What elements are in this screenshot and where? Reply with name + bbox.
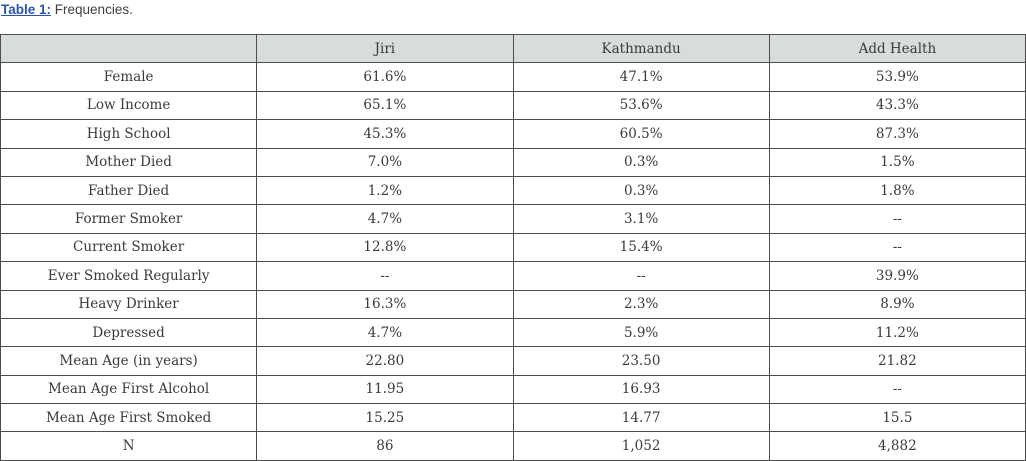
value-cell: 86: [256, 431, 514, 461]
header-cell-add-health: Add Health: [768, 33, 1026, 64]
table-row: Depressed 4.7% 5.9% 11.2%: [0, 317, 1026, 348]
table-row: High School 45.3% 60.5% 87.3%: [0, 119, 1026, 149]
row-label: Father Died: [0, 175, 258, 206]
row-label: N: [0, 431, 258, 461]
row-label: Low Income: [0, 90, 258, 121]
table-row: N 86 1,052 4,882: [0, 431, 1026, 461]
table-caption-text: Frequencies.: [54, 2, 133, 17]
value-cell: 1.8%: [768, 175, 1026, 206]
table-row: Mean Age First Alcohol 11.95 16.93 --: [0, 374, 1026, 405]
value-cell: 11.95: [256, 374, 514, 405]
row-label: Female: [0, 62, 258, 92]
value-cell: 21.82: [768, 346, 1026, 376]
value-cell: 53.9%: [768, 62, 1026, 92]
value-cell: --: [768, 204, 1026, 234]
value-cell: --: [768, 374, 1026, 405]
value-cell: 47.1%: [512, 62, 770, 92]
header-cell-kathmandu: Kathmandu: [512, 33, 770, 64]
value-cell: 87.3%: [768, 119, 1026, 149]
value-cell: 1.2%: [256, 175, 514, 206]
value-cell: --: [512, 261, 770, 291]
table-row: Ever Smoked Regularly -- -- 39.9%: [0, 261, 1026, 291]
value-cell: 65.1%: [256, 90, 514, 121]
value-cell: 16.93: [512, 374, 770, 405]
value-cell: 0.3%: [512, 175, 770, 206]
value-cell: 12.8%: [256, 232, 514, 263]
value-cell: 7.0%: [256, 147, 514, 177]
table-row: Former Smoker 4.7% 3.1% --: [0, 204, 1026, 234]
table-row: Mean Age (in years) 22.80 23.50 21.82: [0, 346, 1026, 376]
value-cell: 45.3%: [256, 119, 514, 149]
table-row: Father Died 1.2% 0.3% 1.8%: [0, 175, 1026, 206]
value-cell: 22.80: [256, 346, 514, 376]
value-cell: 3.1%: [512, 204, 770, 234]
table-caption: Table 1: Frequencies.: [0, 0, 1026, 18]
value-cell: 15.5: [768, 403, 1026, 433]
header-cell-blank: [0, 33, 258, 64]
row-label: Heavy Drinker: [0, 289, 258, 319]
row-label: Depressed: [0, 317, 258, 348]
value-cell: 15.4%: [512, 232, 770, 263]
table-row: Mother Died 7.0% 0.3% 1.5%: [0, 147, 1026, 177]
value-cell: --: [256, 261, 514, 291]
value-cell: 53.6%: [512, 90, 770, 121]
value-cell: 2.3%: [512, 289, 770, 319]
value-cell: 39.9%: [768, 261, 1026, 291]
table-row: Low Income 65.1% 53.6% 43.3%: [0, 90, 1026, 121]
value-cell: 16.3%: [256, 289, 514, 319]
value-cell: 1,052: [512, 431, 770, 461]
value-cell: 14.77: [512, 403, 770, 433]
value-cell: 0.3%: [512, 147, 770, 177]
value-cell: --: [768, 232, 1026, 263]
value-cell: 43.3%: [768, 90, 1026, 121]
value-cell: 15.25: [256, 403, 514, 433]
table-row: Heavy Drinker 16.3% 2.3% 8.9%: [0, 289, 1026, 319]
value-cell: 4.7%: [256, 317, 514, 348]
value-cell: 61.6%: [256, 62, 514, 92]
frequencies-table: Jiri Kathmandu Add Health Female 61.6% 47.…: [0, 33, 1026, 461]
value-cell: 1.5%: [768, 147, 1026, 177]
value-cell: 23.50: [512, 346, 770, 376]
row-label: Former Smoker: [0, 204, 258, 234]
value-cell: 4.7%: [256, 204, 514, 234]
table-row: Current Smoker 12.8% 15.4% --: [0, 232, 1026, 263]
row-label: Mean Age (in years): [0, 346, 258, 376]
table-body: Female 61.6% 47.1% 53.9% Low Income 65.1% 53.6…: [0, 62, 1026, 461]
header-row: Jiri Kathmandu Add Health: [0, 33, 1026, 64]
row-label: Mean Age First Smoked: [0, 403, 258, 433]
row-label: Mean Age First Alcohol: [0, 374, 258, 405]
value-cell: 60.5%: [512, 119, 770, 149]
table-caption-label: Table 1:: [1, 2, 52, 17]
row-label: High School: [0, 119, 258, 149]
table-row: Female 61.6% 47.1% 53.9%: [0, 62, 1026, 92]
row-label: Current Smoker: [0, 232, 258, 263]
table-row: Mean Age First Smoked 15.25 14.77 15.5: [0, 403, 1026, 433]
value-cell: 8.9%: [768, 289, 1026, 319]
value-cell: 5.9%: [512, 317, 770, 348]
value-cell: 11.2%: [768, 317, 1026, 348]
row-label: Ever Smoked Regularly: [0, 261, 258, 291]
row-label: Mother Died: [0, 147, 258, 177]
value-cell: 4,882: [768, 431, 1026, 461]
header-cell-jiri: Jiri: [256, 33, 514, 64]
